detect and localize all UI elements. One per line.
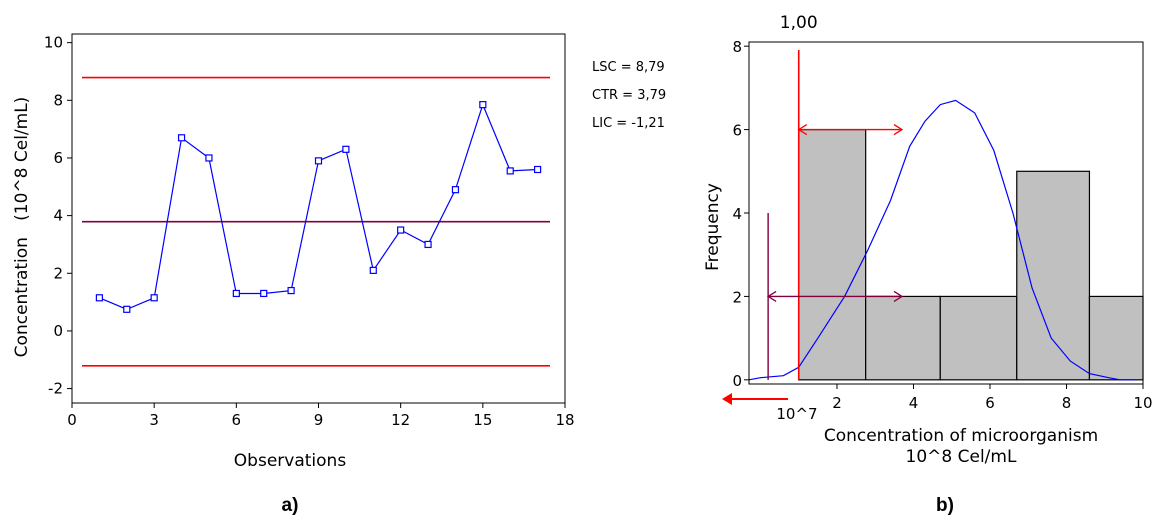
y-tick-label: 8 bbox=[53, 91, 63, 109]
x-tick-label: 3 bbox=[149, 411, 159, 429]
x-tick-label: 2 bbox=[832, 394, 842, 412]
chart-b-x-axis-unit: 10^8 Cel/mL bbox=[906, 447, 1017, 467]
control-limit-label: LSC = 8,79 bbox=[592, 60, 665, 75]
data-point bbox=[95, 294, 103, 302]
data-point bbox=[177, 134, 186, 142]
data-point bbox=[479, 101, 487, 109]
chart-a-y-axis-label: Concentration (10^8 Cel/mL) bbox=[12, 97, 32, 358]
chart-b-y-axis-label: Frequency bbox=[703, 183, 723, 271]
data-point bbox=[232, 289, 240, 298]
offscale-arrow-head bbox=[722, 393, 732, 405]
data-point bbox=[424, 240, 432, 249]
x-tick-label: 4 bbox=[909, 394, 919, 412]
red-arrow-head-right bbox=[893, 124, 904, 136]
histogram-bar bbox=[1088, 295, 1144, 381]
data-point bbox=[506, 167, 514, 175]
chart-a-plot-frame bbox=[71, 33, 566, 404]
y-tick-label: 4 bbox=[53, 207, 63, 225]
control-limit-label: CTR = 3,79 bbox=[592, 88, 666, 103]
data-point bbox=[205, 154, 213, 162]
control-limit-labels: LSC = 8,79 CTR = 3,79 LIC = -1,21 bbox=[592, 60, 666, 131]
chart-a-y-ticks: -2 0 2 4 6 8 10 bbox=[44, 34, 72, 398]
data-point bbox=[123, 305, 131, 313]
x-tick-label: 8 bbox=[1062, 394, 1072, 412]
series-line bbox=[99, 102, 538, 310]
x-tick-label: 15 bbox=[473, 411, 492, 429]
x-tick-label: 6 bbox=[232, 411, 242, 429]
y-tick-label: 8 bbox=[732, 38, 742, 56]
data-point bbox=[150, 294, 158, 302]
data-point bbox=[534, 165, 542, 174]
reference-markers: 1,00 10^7 bbox=[722, 13, 904, 423]
panel-label-a: a) bbox=[282, 495, 299, 516]
control-limit-label: LIC = -1,21 bbox=[592, 116, 665, 131]
x-tick-label: 6 bbox=[985, 394, 995, 412]
x-tick-label: 0 bbox=[67, 411, 77, 429]
data-point bbox=[314, 157, 323, 165]
offscale-label: 10^7 bbox=[776, 405, 817, 423]
data-point bbox=[342, 145, 350, 153]
chart-a-series bbox=[95, 101, 542, 313]
data-point bbox=[287, 286, 295, 295]
y-tick-label: 2 bbox=[732, 288, 742, 306]
control-limit-lines bbox=[82, 76, 550, 367]
y-tick-label: 10 bbox=[44, 34, 63, 52]
chart-b-x-axis-label: Concentration of microorganism bbox=[824, 426, 1098, 446]
histogram-bar bbox=[939, 295, 1018, 381]
histogram-bar bbox=[865, 295, 941, 381]
x-tick-label: 9 bbox=[314, 411, 324, 429]
y-tick-label: 2 bbox=[53, 264, 63, 282]
y-tick-label: 0 bbox=[732, 372, 742, 390]
chart-b-x-ticks: 2 4 6 8 10 bbox=[832, 384, 1153, 412]
y-tick-label: -2 bbox=[48, 380, 63, 398]
histogram-bars bbox=[798, 128, 1144, 381]
y-tick-label: 6 bbox=[732, 122, 742, 140]
y-tick-label: 0 bbox=[53, 322, 63, 340]
x-tick-label: 18 bbox=[555, 411, 574, 429]
x-tick-label: 10 bbox=[1133, 394, 1152, 412]
purple-arrow-head-left bbox=[766, 290, 777, 302]
density-curve bbox=[748, 99, 1136, 381]
data-point bbox=[451, 186, 460, 194]
data-point bbox=[397, 226, 405, 234]
x-tick-label: 12 bbox=[391, 411, 410, 429]
reference-label: 1,00 bbox=[780, 13, 818, 33]
purple-arrow-head-right bbox=[893, 290, 904, 302]
red-arrow-head-left bbox=[797, 124, 808, 136]
chart-a-x-ticks: 0 3 6 9 12 15 18 bbox=[67, 403, 575, 429]
chart-a-x-axis-label: Observations bbox=[234, 451, 347, 471]
histogram-bar bbox=[798, 128, 867, 381]
y-tick-label: 6 bbox=[53, 149, 63, 167]
panel-label-b: b) bbox=[936, 495, 954, 516]
data-point bbox=[369, 266, 377, 274]
data-point bbox=[260, 289, 268, 298]
chart-b: 1,00 10^7 2 4 6 8 10 0 2 4 6 8 Concentration of m… bbox=[703, 13, 1153, 467]
chart-b-y-ticks: 0 2 4 6 8 bbox=[732, 38, 749, 390]
y-tick-label: 4 bbox=[732, 205, 742, 223]
histogram-bar bbox=[1016, 170, 1091, 381]
